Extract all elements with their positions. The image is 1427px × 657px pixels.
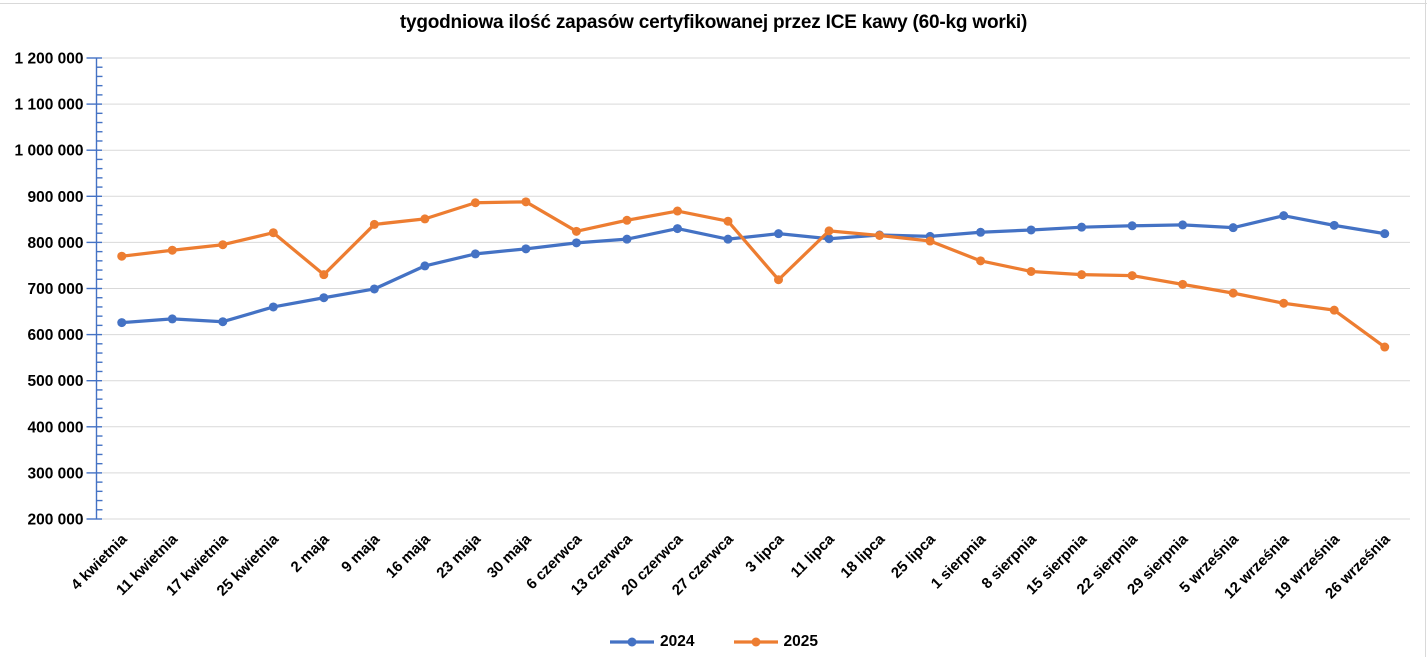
y-axis: [86, 57, 103, 520]
legend-marker-2025-icon: [733, 637, 778, 647]
data-point-2025-13 czerwca: [622, 215, 632, 225]
chart-title: tygodniowa ilość zapasów certyfikowanej …: [399, 12, 1028, 33]
svg-text:500 000: 500 000: [27, 373, 83, 390]
legend-label-2025: 2025: [783, 633, 818, 650]
data-point-2024-6 czerwca: [571, 238, 581, 248]
svg-text:11 lipca: 11 lipca: [787, 530, 838, 581]
series-2025: [117, 197, 1390, 352]
data-point-2025-2 maja: [319, 270, 329, 280]
data-point-2024-19 września: [1329, 220, 1339, 230]
svg-text:1 000 000: 1 000 000: [15, 143, 84, 160]
data-point-2025-19 września: [1329, 305, 1339, 315]
svg-text:700 000: 700 000: [27, 281, 83, 298]
data-point-2024-20 czerwca: [672, 224, 682, 234]
svg-text:9 maja: 9 maja: [338, 530, 384, 576]
data-point-2025-11 kwietnia: [167, 245, 177, 255]
data-point-2025-26 września: [1380, 342, 1390, 352]
svg-text:600 000: 600 000: [27, 327, 83, 344]
data-point-2025-5 września: [1228, 288, 1238, 298]
data-point-2024-30 maja: [521, 244, 531, 254]
series-2025-markers: [117, 197, 1390, 352]
data-point-2025-8 sierpnia: [1026, 266, 1036, 276]
chart-border-top: [0, 3, 1427, 4]
series-2024-markers: [117, 211, 1390, 328]
data-point-2025-15 sierpnia: [1077, 270, 1087, 280]
data-point-2025-1 sierpnia: [976, 256, 986, 266]
data-point-2024-2 maja: [319, 293, 329, 303]
data-point-2024-12 września: [1279, 211, 1289, 221]
data-point-2025-18 lipca: [875, 230, 885, 240]
data-point-2024-11 lipca: [824, 234, 834, 244]
data-point-2025-17 kwietnia: [218, 240, 228, 250]
svg-text:25 lipca: 25 lipca: [888, 530, 939, 581]
data-point-2024-27 czerwca: [723, 234, 733, 244]
data-point-2024-15 sierpnia: [1077, 222, 1087, 232]
data-point-2024-29 sierpnia: [1178, 220, 1188, 230]
data-point-2024-5 września: [1228, 223, 1238, 233]
data-point-2025-20 czerwca: [672, 206, 682, 216]
data-point-2024-26 września: [1380, 229, 1390, 239]
svg-text:16 maja: 16 maja: [383, 530, 434, 581]
data-point-2025-11 lipca: [824, 226, 834, 236]
legend-marker-2024-icon: [610, 637, 655, 647]
data-point-2025-16 maja: [420, 214, 430, 224]
svg-text:400 000: 400 000: [27, 419, 83, 436]
svg-text:18 lipca: 18 lipca: [837, 530, 888, 581]
data-point-2025-6 czerwca: [571, 226, 581, 236]
svg-text:23 maja: 23 maja: [433, 530, 484, 581]
data-point-2024-4 kwietnia: [117, 318, 127, 328]
svg-text:800 000: 800 000: [27, 235, 83, 252]
y-tick-labels: 200 000 300 000 400 000 500 000 600 000 700 0…: [15, 51, 84, 529]
series-2024-line: [120, 214, 1387, 325]
data-point-2024-23 maja: [470, 249, 480, 259]
data-point-2025-23 maja: [470, 198, 480, 208]
svg-text:1 200 000: 1 200 000: [15, 51, 84, 68]
data-point-2025-27 czerwca: [723, 216, 733, 226]
svg-text:3 lipca: 3 lipca: [742, 530, 788, 576]
data-point-2025-25 lipca: [925, 236, 935, 246]
data-point-2024-13 czerwca: [622, 234, 632, 244]
data-point-2025-3 lipca: [774, 275, 784, 285]
data-point-2025-4 kwietnia: [117, 251, 127, 261]
legend-item-2025: 2025: [733, 633, 818, 651]
legend-item-2024: 2024: [609, 633, 695, 651]
data-point-2024-11 kwietnia: [167, 314, 177, 324]
data-point-2025-9 maja: [369, 219, 379, 229]
svg-text:2 maja: 2 maja: [288, 530, 334, 576]
data-point-2024-9 maja: [369, 284, 379, 294]
data-point-2024-22 sierpnia: [1127, 221, 1137, 231]
chart-border-right: [1425, 0, 1426, 657]
data-point-2024-16 maja: [420, 261, 430, 271]
data-point-2024-1 sierpnia: [976, 227, 986, 237]
data-point-2024-17 kwietnia: [218, 317, 228, 327]
data-point-2025-12 września: [1279, 298, 1289, 308]
svg-text:300 000: 300 000: [27, 465, 83, 482]
legend: 2024 2025: [0, 633, 1427, 651]
data-point-2024-3 lipca: [774, 229, 784, 239]
data-point-2024-25 kwietnia: [268, 302, 278, 312]
data-point-2025-30 maja: [521, 197, 531, 207]
svg-text:900 000: 900 000: [27, 189, 83, 206]
y-gridlines: [96, 57, 1410, 520]
data-point-2025-25 kwietnia: [268, 228, 278, 238]
legend-label-2024: 2024: [660, 633, 695, 650]
svg-text:1 100 000: 1 100 000: [15, 97, 84, 114]
svg-text:30 maja: 30 maja: [484, 530, 535, 581]
data-point-2025-22 sierpnia: [1127, 271, 1137, 281]
series-2025-line: [120, 200, 1387, 349]
data-point-2024-8 sierpnia: [1026, 225, 1036, 235]
series-2024: [117, 211, 1390, 328]
svg-text:200 000: 200 000: [27, 512, 83, 529]
data-point-2025-29 sierpnia: [1178, 279, 1188, 289]
